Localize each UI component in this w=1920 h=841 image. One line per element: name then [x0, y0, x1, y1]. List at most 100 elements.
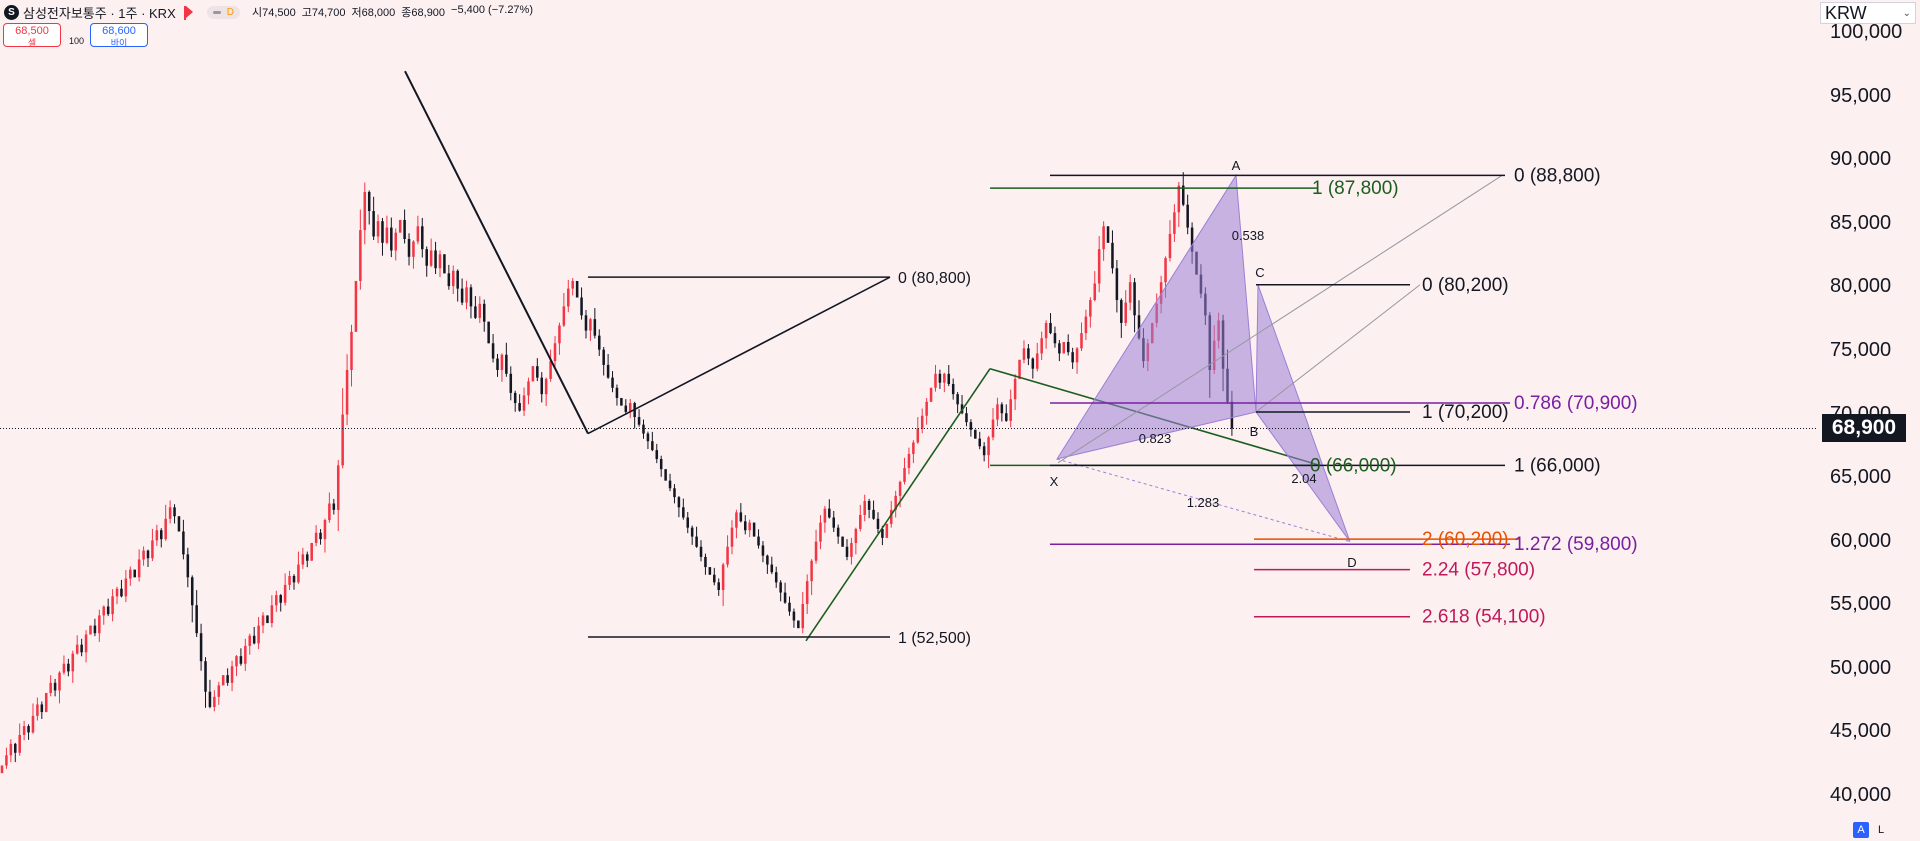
candle-body [115, 588, 119, 597]
high-value: 고74,700 [301, 7, 346, 19]
candle-body [748, 522, 751, 531]
candle-body [717, 582, 720, 590]
price-axis-tick: 95,000 [1830, 84, 1892, 107]
price-axis-tick: 40,000 [1830, 784, 1892, 806]
candle-body [1071, 352, 1074, 363]
flag-icon[interactable] [183, 6, 193, 20]
fib-level-label: 1 (87,800) [1312, 178, 1399, 199]
candle-body [558, 325, 561, 344]
candle-body [421, 226, 424, 250]
candle-body [270, 605, 274, 624]
change-value: −5,400 (−7.27%) [451, 4, 533, 16]
candle-body [306, 554, 309, 561]
candle-body [248, 635, 252, 646]
candle-body [686, 517, 690, 528]
candle-body [102, 606, 106, 616]
log-scale-button[interactable]: L [1877, 824, 1885, 836]
candle-body [341, 414, 344, 466]
candle-body [244, 645, 247, 664]
candle-body [916, 428, 920, 443]
candle-body [713, 574, 716, 583]
candle-body [575, 280, 579, 298]
fib-level-label: 1 (66,000) [1514, 455, 1601, 476]
candle-body [982, 446, 986, 456]
trend-line [1255, 284, 1421, 413]
candle-body [177, 516, 181, 532]
candle-body [801, 603, 805, 629]
candle-body [628, 403, 632, 412]
candle-body [730, 527, 734, 547]
candle-body [996, 404, 999, 420]
fib-level-label: 2.24 (57,800) [1422, 560, 1535, 581]
candle-body [407, 239, 411, 257]
candle-body [620, 397, 623, 406]
candle-body [67, 663, 70, 672]
symbol-title[interactable]: 삼성전자보통주 · 1주 · KRX [23, 5, 176, 21]
fib-level-label: 0 (88,800) [1514, 165, 1601, 186]
candle-body [836, 527, 840, 537]
candle-body [1186, 204, 1189, 228]
price-axis-tick: 75,000 [1830, 338, 1892, 361]
candle-body [859, 514, 862, 529]
candlestick-series [0, 172, 1234, 774]
candle-body [1049, 322, 1052, 334]
candle-body [757, 536, 760, 546]
candle-body [190, 577, 194, 606]
candle-body [292, 576, 296, 583]
currency-select[interactable]: KRW ⌄ [1820, 2, 1916, 24]
candle-body [792, 611, 796, 621]
buy-price: 68,600 [102, 25, 136, 37]
candle-body [518, 403, 521, 411]
buy-button[interactable]: 68,600 바이 [90, 23, 148, 48]
candle-body [978, 438, 981, 447]
candle-body [230, 666, 234, 683]
candle-body [1053, 333, 1057, 344]
candle-body [62, 663, 66, 673]
trend-line [404, 70, 589, 435]
candle-body [788, 602, 791, 612]
candle-body [743, 521, 747, 531]
candle-body [1044, 322, 1048, 339]
interval-pill[interactable]: D [206, 5, 240, 19]
harmonic-xd [1056, 458, 1351, 543]
harmonic-bcd [1255, 284, 1351, 542]
fib-level-label: 0.786 (70,900) [1514, 393, 1638, 414]
last-price-tag: 68,900 [1822, 414, 1906, 443]
candle-body [593, 319, 597, 336]
candle-body [204, 661, 207, 692]
candle-body [823, 508, 827, 523]
candle-body [482, 303, 486, 322]
quantity-value[interactable]: 100 [69, 36, 85, 46]
candle-body [1000, 404, 1004, 414]
candle-body [646, 433, 650, 442]
candle-body [797, 620, 800, 629]
candle-body [677, 497, 681, 508]
candle-body [1089, 300, 1092, 317]
candle-body [659, 459, 663, 470]
auto-scale-button[interactable]: A [1853, 822, 1869, 838]
candle-body [1027, 348, 1030, 359]
symbol-header[interactable]: S 삼성전자보통주 · 1주 · KRX D 시74,500 고74,700 저… [4, 3, 533, 21]
candle-body [22, 726, 26, 735]
candle-body [987, 437, 990, 456]
candle-body [465, 287, 468, 303]
candle-body [323, 520, 327, 540]
candle-body [1102, 226, 1105, 250]
candle-body [443, 254, 446, 274]
sell-button[interactable]: 68,500 셀 [3, 23, 61, 48]
candle-body [297, 564, 300, 583]
candle-body [615, 387, 619, 398]
ohlc-values: 시74,500 고74,700 저68,000 종68,900 −5,400 (… [252, 4, 533, 20]
candle-body [460, 288, 464, 303]
candle-body [367, 191, 371, 212]
candle-body [332, 503, 336, 510]
candle-body [151, 540, 154, 559]
candle-body [182, 531, 185, 555]
candle-body [894, 495, 897, 510]
candle-body [275, 595, 278, 606]
candle-body [137, 559, 141, 578]
candle-body [5, 755, 8, 766]
candle-body [708, 567, 712, 575]
candle-body [221, 675, 225, 686]
